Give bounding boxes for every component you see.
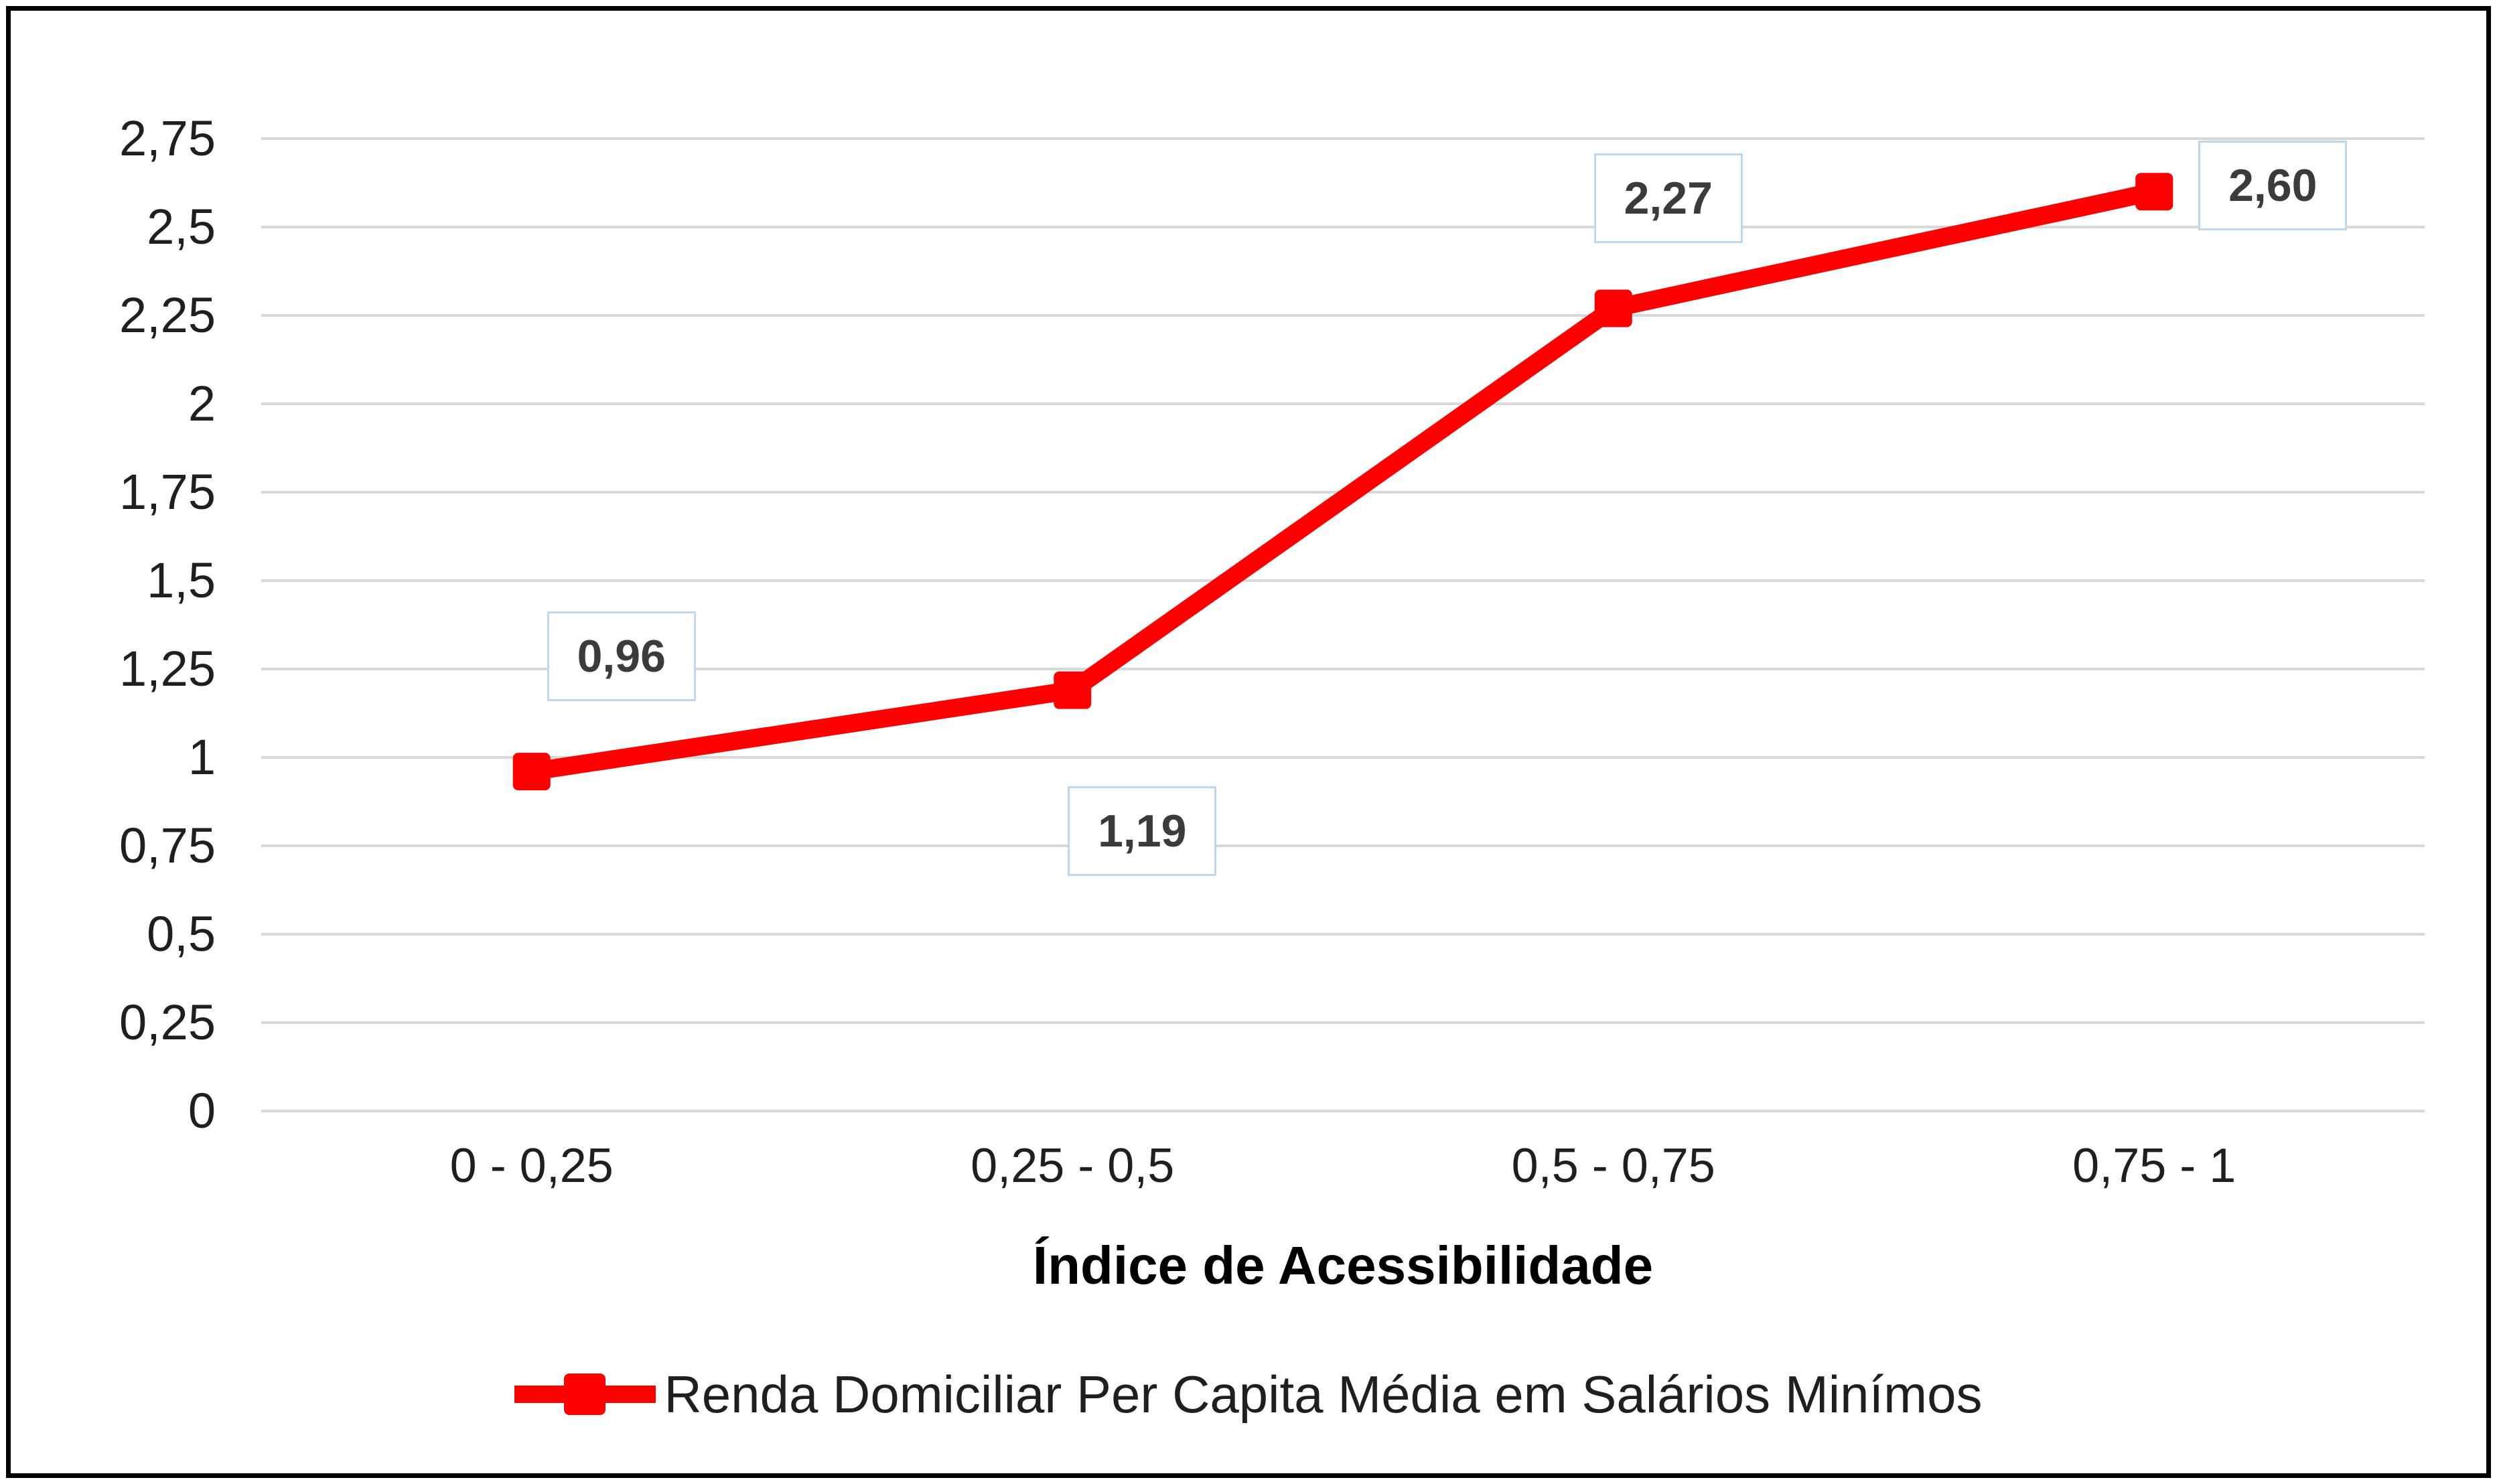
x-axis-tick-label: 0,5 - 0,75	[1511, 1139, 1715, 1193]
y-axis-tick-label: 2,25	[119, 287, 216, 343]
legend: Renda Domiciliar Per Capita Média em Sal…	[0, 1358, 2497, 1430]
y-axis-tick-label: 1,5	[147, 552, 216, 608]
legend-label: Renda Domiciliar Per Capita Média em Sal…	[664, 1364, 1983, 1424]
x-axis-title: Índice de Acessibilidade	[1032, 1236, 1654, 1295]
y-axis-tick-label: 1	[188, 729, 216, 785]
y-axis-tick-label: 2,5	[147, 199, 216, 254]
y-axis-tick-label: 0,5	[147, 906, 216, 962]
series-line	[530, 183, 2157, 781]
data-point-label: 2,60	[2198, 141, 2348, 231]
y-axis-tick-label: 0,75	[119, 818, 216, 873]
data-point-marker	[1054, 671, 1092, 709]
y-axis-tick-label: 1,75	[119, 464, 216, 520]
y-axis-tick-label: 0,25	[119, 994, 216, 1050]
data-point-label: 1,19	[1068, 786, 1217, 876]
data-point-marker	[512, 753, 551, 791]
x-axis-tick-label: 0,75 - 1	[2072, 1139, 2236, 1193]
x-axis-tick-label: 0 - 0,25	[449, 1139, 614, 1193]
y-axis-tick-label: 2,75	[119, 110, 216, 166]
data-point-label: 0,96	[547, 611, 696, 702]
y-axis-tick-label: 1,25	[119, 641, 216, 696]
legend-line-marker-icon	[514, 1374, 656, 1415]
y-axis-tick-label: 0	[188, 1083, 216, 1138]
x-axis-tick-label: 0,25 - 0,5	[971, 1139, 1175, 1193]
data-point-label: 2,27	[1593, 153, 1743, 244]
data-point-marker	[2135, 173, 2173, 211]
y-axis-tick-label: 2	[188, 376, 216, 431]
data-point-marker	[1594, 289, 1632, 327]
